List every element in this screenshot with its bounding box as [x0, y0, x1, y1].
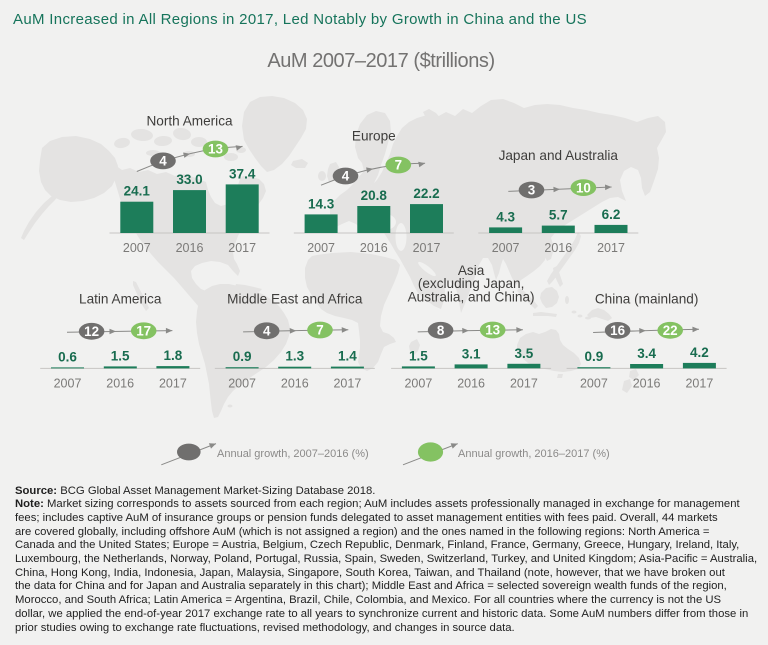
svg-text:3.1: 3.1: [462, 346, 481, 361]
svg-text:2007: 2007: [54, 376, 82, 390]
svg-text:2017: 2017: [413, 241, 441, 255]
svg-text:20.8: 20.8: [361, 188, 388, 203]
svg-text:4: 4: [159, 154, 167, 169]
svg-text:0.9: 0.9: [233, 349, 252, 364]
svg-text:2016: 2016: [544, 241, 572, 255]
svg-text:7: 7: [316, 323, 323, 338]
svg-text:1.5: 1.5: [409, 348, 428, 363]
svg-text:1.3: 1.3: [285, 349, 304, 364]
svg-text:Annual growth, 2016–2017 (%): Annual growth, 2016–2017 (%): [458, 448, 610, 460]
svg-text:2017: 2017: [597, 241, 625, 255]
svg-text:Latin America: Latin America: [79, 292, 162, 307]
svg-text:Middle East and Africa: Middle East and Africa: [227, 292, 363, 307]
svg-text:6.2: 6.2: [602, 207, 621, 222]
svg-text:2017: 2017: [159, 376, 187, 390]
svg-text:2007: 2007: [580, 376, 608, 390]
svg-text:2017: 2017: [510, 376, 538, 390]
svg-text:37.4: 37.4: [229, 166, 256, 181]
svg-text:7: 7: [395, 158, 402, 173]
svg-text:Europe: Europe: [352, 129, 396, 144]
svg-text:1.5: 1.5: [111, 348, 130, 363]
svg-text:22: 22: [663, 323, 678, 338]
svg-text:14.3: 14.3: [308, 196, 335, 211]
svg-text:2007: 2007: [228, 376, 256, 390]
svg-text:5.7: 5.7: [549, 208, 568, 223]
svg-text:2007: 2007: [492, 241, 520, 255]
svg-text:2007: 2007: [307, 241, 335, 255]
svg-text:Japan and Australia: Japan and Australia: [499, 148, 619, 163]
svg-text:33.0: 33.0: [176, 172, 202, 187]
svg-text:0.9: 0.9: [585, 349, 604, 364]
svg-text:4.3: 4.3: [496, 209, 515, 224]
svg-text:Annual growth, 2007–2016 (%): Annual growth, 2007–2016 (%): [217, 448, 369, 460]
svg-text:3.4: 3.4: [637, 346, 656, 361]
svg-text:China (mainland): China (mainland): [595, 292, 699, 307]
svg-text:2017: 2017: [333, 376, 361, 390]
svg-text:4: 4: [263, 324, 271, 339]
svg-text:2016: 2016: [457, 376, 485, 390]
svg-text:12: 12: [84, 324, 99, 339]
svg-text:2007: 2007: [404, 376, 432, 390]
svg-text:3.5: 3.5: [515, 346, 534, 361]
svg-text:17: 17: [136, 324, 151, 339]
svg-text:3: 3: [528, 183, 535, 198]
svg-text:24.1: 24.1: [124, 184, 151, 199]
svg-text:2016: 2016: [176, 241, 204, 255]
svg-text:(excluding Japan,: (excluding Japan,: [418, 276, 525, 291]
svg-text:Australia, and China): Australia, and China): [408, 290, 535, 305]
svg-text:22.2: 22.2: [413, 186, 439, 201]
svg-text:North America: North America: [146, 114, 233, 129]
svg-text:2007: 2007: [123, 241, 151, 255]
svg-text:2016: 2016: [633, 376, 661, 390]
svg-text:2016: 2016: [360, 241, 388, 255]
svg-text:2016: 2016: [106, 376, 134, 390]
svg-text:10: 10: [576, 180, 591, 195]
svg-text:13: 13: [208, 142, 223, 157]
svg-text:8: 8: [437, 323, 445, 338]
svg-text:1.8: 1.8: [164, 348, 183, 363]
svg-text:2016: 2016: [281, 376, 309, 390]
svg-text:0.6: 0.6: [58, 349, 77, 364]
svg-text:13: 13: [485, 323, 500, 338]
svg-text:1.4: 1.4: [338, 349, 357, 364]
svg-text:2017: 2017: [685, 376, 713, 390]
svg-text:4: 4: [342, 169, 350, 184]
svg-text:16: 16: [610, 323, 625, 338]
svg-text:4.2: 4.2: [690, 345, 709, 360]
svg-text:2017: 2017: [228, 241, 256, 255]
svg-text:Asia: Asia: [458, 263, 485, 278]
